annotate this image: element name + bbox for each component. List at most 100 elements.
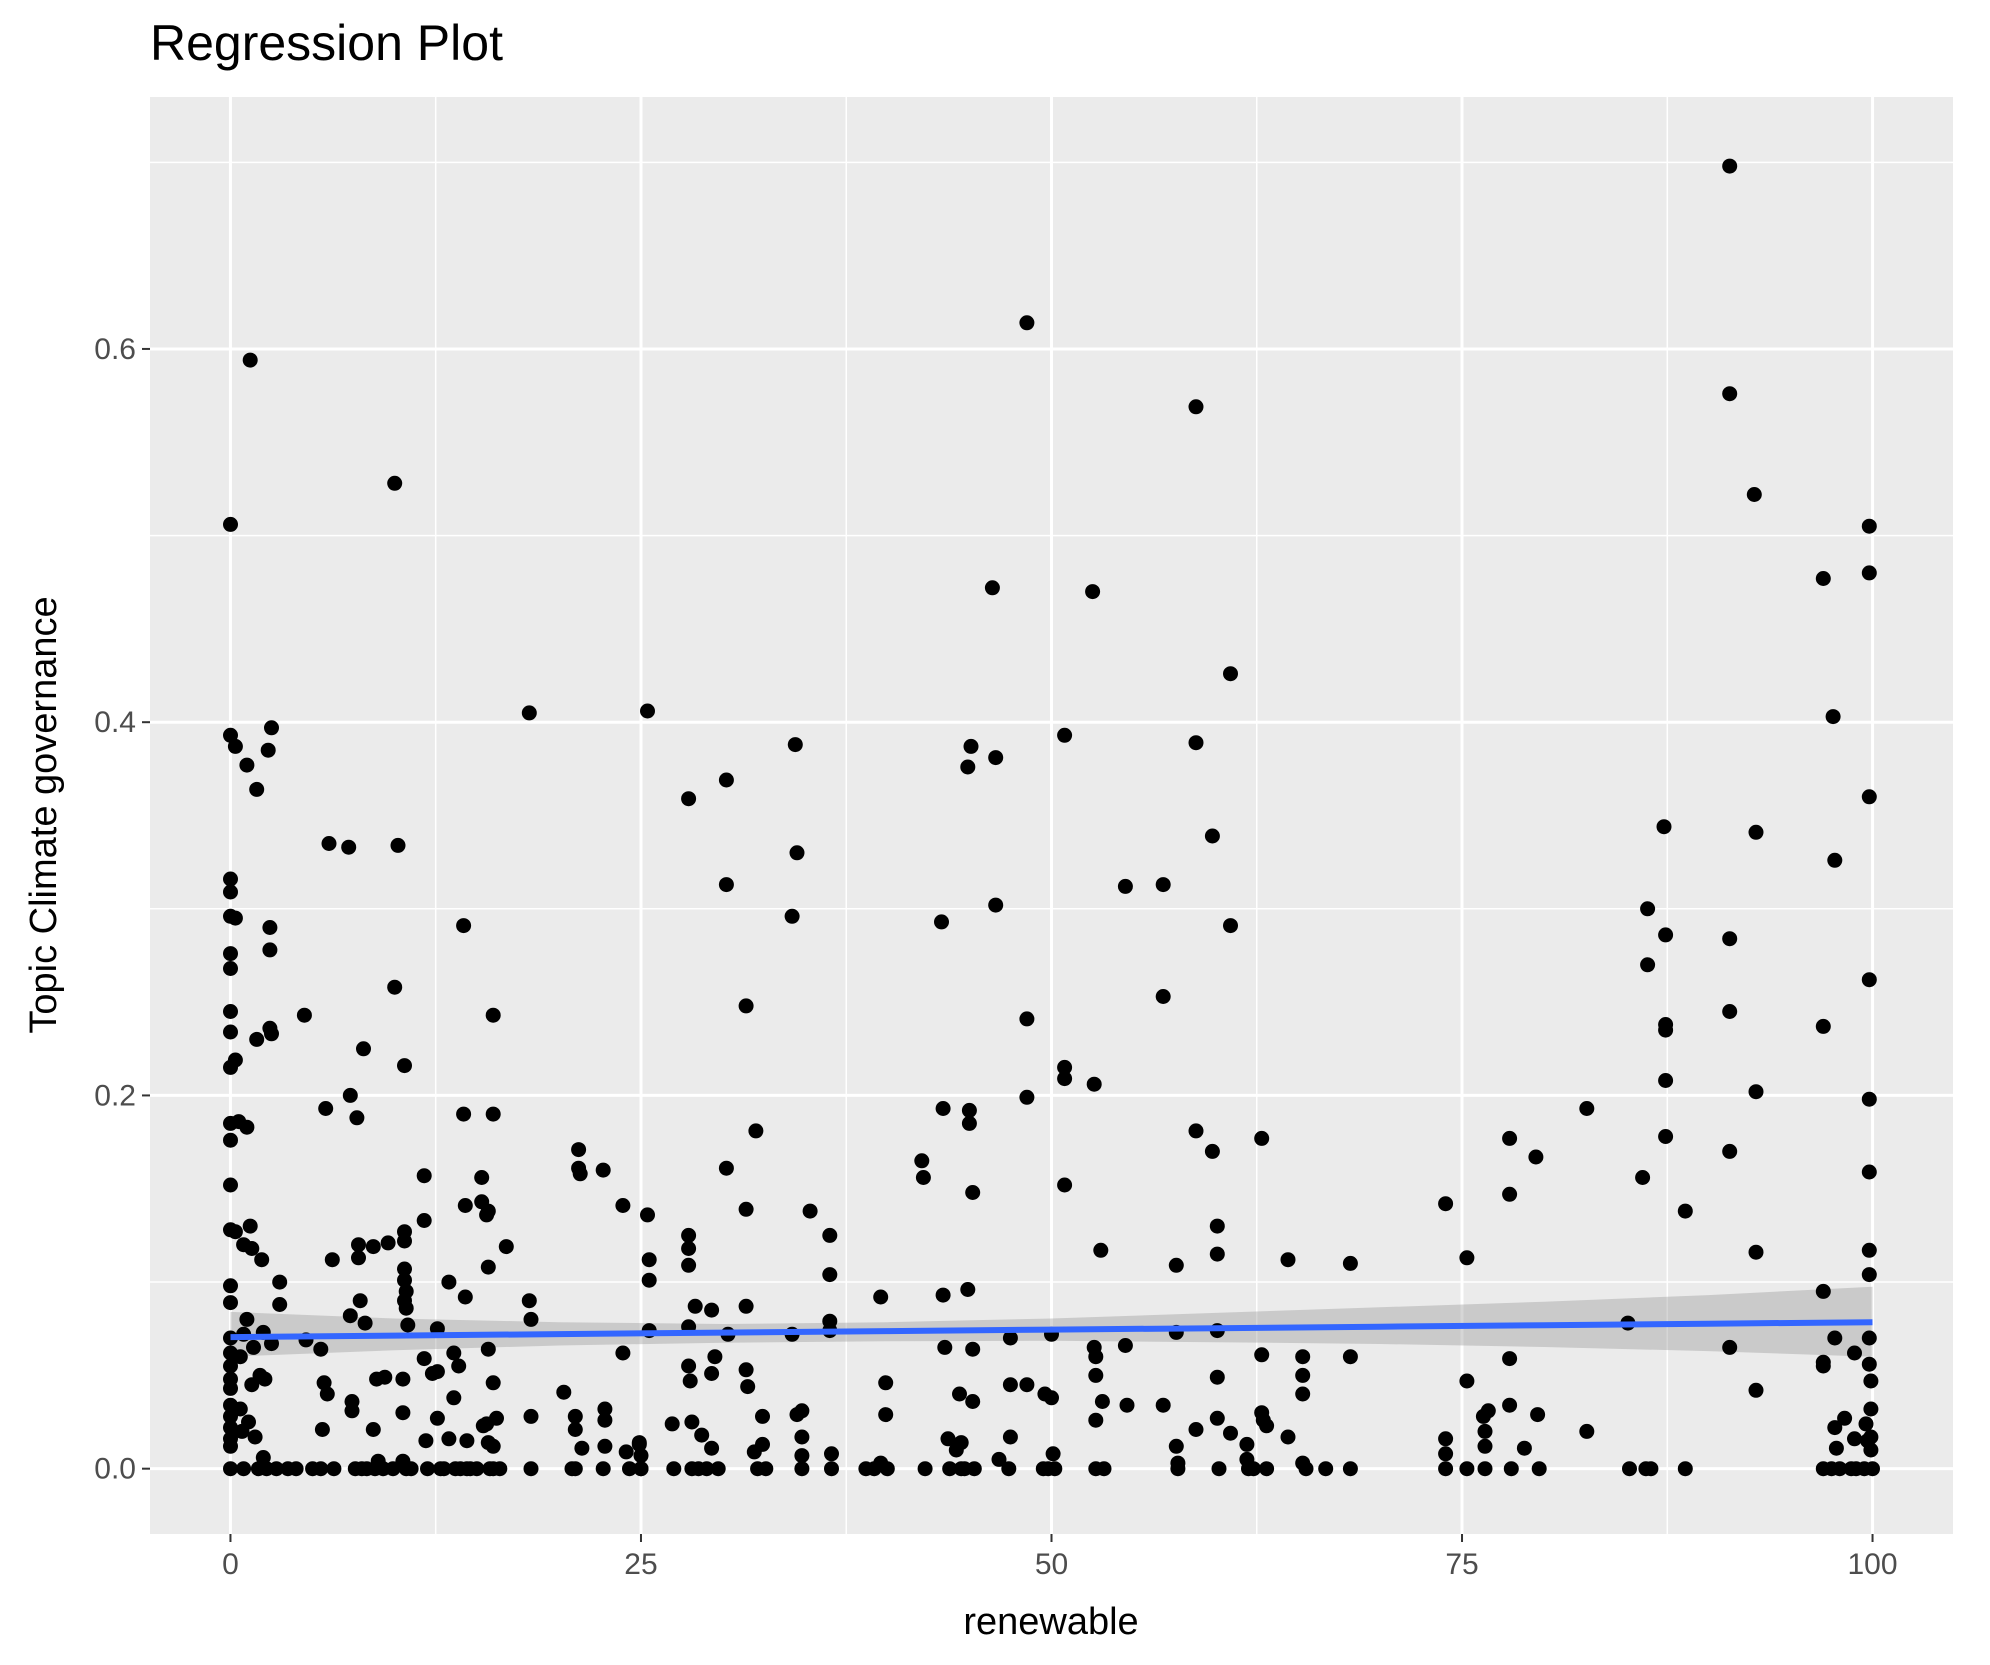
data-point xyxy=(633,1448,649,1464)
data-point xyxy=(704,1302,720,1318)
data-point xyxy=(1088,1412,1104,1428)
data-point xyxy=(223,1420,238,1436)
data-point xyxy=(397,1261,412,1277)
data-point xyxy=(436,1461,452,1477)
data-point xyxy=(1204,1143,1220,1159)
data-point xyxy=(1254,1347,1270,1363)
data-point xyxy=(1863,1429,1879,1445)
data-point xyxy=(498,1239,514,1255)
data-point xyxy=(755,1408,770,1424)
data-point xyxy=(351,1237,366,1253)
data-point xyxy=(242,352,258,368)
data-point xyxy=(1057,1071,1073,1087)
data-point xyxy=(313,1341,329,1357)
data-point xyxy=(1861,1242,1877,1258)
data-point xyxy=(1044,1390,1059,1406)
data-point xyxy=(395,1405,411,1421)
data-point xyxy=(681,1257,697,1273)
data-point xyxy=(1837,1410,1853,1426)
data-point xyxy=(1318,1461,1334,1477)
data-point xyxy=(878,1375,894,1391)
data-point xyxy=(1045,1446,1061,1462)
data-point xyxy=(1827,1330,1843,1346)
data-point xyxy=(615,1198,631,1213)
confidence-band-layer xyxy=(230,1286,1873,1357)
data-point xyxy=(1117,878,1133,894)
data-point xyxy=(1722,386,1738,402)
data-point xyxy=(260,742,276,758)
data-point xyxy=(268,1461,284,1477)
data-point xyxy=(937,1339,953,1355)
data-point xyxy=(521,1293,537,1309)
data-point xyxy=(227,1052,243,1068)
data-point xyxy=(822,1227,838,1243)
data-point xyxy=(1748,1084,1764,1100)
data-point xyxy=(953,1435,969,1451)
data-point xyxy=(879,1461,895,1477)
data-point xyxy=(457,1289,473,1305)
data-point xyxy=(718,1160,734,1176)
data-point xyxy=(571,1142,587,1158)
data-point xyxy=(1815,1358,1831,1374)
data-point xyxy=(965,1394,981,1409)
data-point xyxy=(707,1349,723,1365)
data-point xyxy=(1861,972,1877,988)
data-point xyxy=(1658,1073,1674,1088)
data-point xyxy=(1658,1022,1674,1038)
data-point xyxy=(681,1358,697,1374)
data-point xyxy=(272,1297,288,1312)
data-point xyxy=(1438,1461,1454,1477)
data-point xyxy=(451,1358,467,1374)
data-point xyxy=(794,1403,810,1419)
data-point xyxy=(738,1298,754,1314)
data-point xyxy=(257,1371,273,1387)
data-point xyxy=(1168,1438,1184,1454)
regression-line-layer xyxy=(230,1319,1873,1341)
x-tick-label: 75 xyxy=(1445,1548,1478,1581)
data-point xyxy=(1259,1461,1275,1477)
data-point xyxy=(241,1414,256,1430)
data-point xyxy=(357,1315,373,1331)
data-point xyxy=(1863,1442,1879,1458)
y-axis-label: Topic Climate governance xyxy=(23,596,65,1033)
data-point xyxy=(1531,1461,1547,1477)
data-point xyxy=(1209,1246,1225,1262)
data-point xyxy=(242,1218,258,1234)
data-point xyxy=(1865,1461,1880,1477)
data-point xyxy=(1502,1186,1518,1202)
data-point xyxy=(1640,901,1656,917)
data-point xyxy=(1622,1461,1637,1477)
data-point xyxy=(429,1410,445,1426)
data-point xyxy=(342,1308,358,1324)
data-point xyxy=(687,1298,703,1314)
data-point xyxy=(1209,1410,1225,1426)
data-point xyxy=(1832,1461,1848,1477)
data-point xyxy=(822,1267,838,1283)
x-tick-label: 0 xyxy=(222,1548,239,1581)
data-point xyxy=(597,1412,613,1428)
data-point xyxy=(324,1252,340,1268)
x-tick-label: 50 xyxy=(1035,1548,1068,1581)
data-point xyxy=(416,1351,432,1367)
data-point xyxy=(961,1115,977,1131)
data-point xyxy=(595,1461,611,1477)
data-point xyxy=(1677,1461,1693,1477)
data-point xyxy=(395,1371,411,1387)
data-point xyxy=(794,1429,810,1445)
data-point xyxy=(485,1106,501,1122)
data-point xyxy=(935,1101,951,1116)
data-point xyxy=(1047,1461,1063,1477)
scatter-points xyxy=(223,158,1880,1477)
data-point xyxy=(223,1358,238,1374)
data-point xyxy=(1239,1436,1255,1452)
data-point xyxy=(965,1341,981,1357)
data-point xyxy=(1342,1461,1358,1477)
data-point xyxy=(390,837,406,853)
data-point xyxy=(574,1440,590,1456)
data-point xyxy=(223,1295,238,1311)
data-point xyxy=(878,1407,894,1423)
data-point xyxy=(1502,1351,1518,1367)
data-point xyxy=(1480,1403,1496,1419)
data-point xyxy=(1459,1461,1475,1477)
data-point xyxy=(1477,1423,1493,1439)
